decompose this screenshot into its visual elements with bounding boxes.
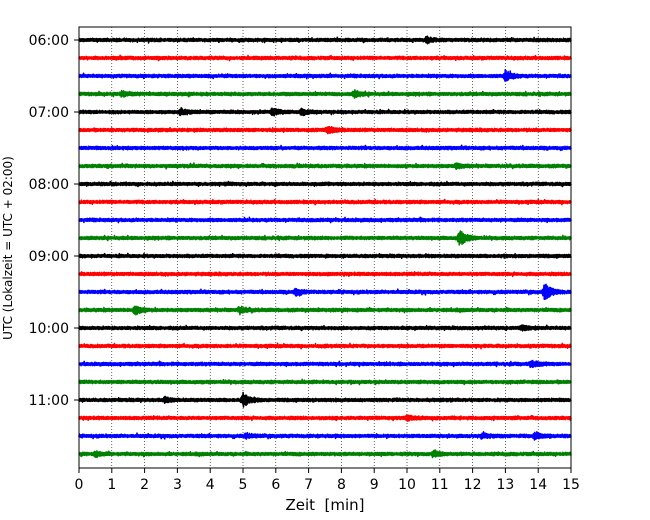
y-axis-ticks: 06:00 07:00 08:00 09:00 10:00 11:00 xyxy=(29,33,79,409)
trace-line xyxy=(78,252,572,260)
x-tick-label: 13 xyxy=(496,477,514,493)
trace-line xyxy=(78,359,572,369)
trace-line xyxy=(78,378,572,386)
x-axis-label: Zeit [min] xyxy=(285,496,364,514)
trace-series xyxy=(78,35,572,459)
trace-line xyxy=(78,391,572,408)
trace-line xyxy=(78,305,572,316)
y-tick-label: 11:00 xyxy=(29,393,69,409)
trace-line xyxy=(78,216,572,224)
trace-line xyxy=(78,230,572,246)
trace-line xyxy=(78,283,572,301)
trace-line xyxy=(78,342,572,350)
plot-frame xyxy=(78,26,572,469)
trace-line xyxy=(78,68,572,82)
trace-line xyxy=(78,430,572,441)
x-tick-label: 3 xyxy=(173,477,182,493)
y-tick-label: 10:00 xyxy=(29,321,69,337)
trace-line xyxy=(78,180,572,188)
x-tick-label: 2 xyxy=(140,477,149,493)
trace-line xyxy=(78,125,572,135)
x-tick-label: 10 xyxy=(398,477,416,493)
trace-line xyxy=(78,270,572,278)
trace-line xyxy=(78,324,572,332)
trace-line xyxy=(78,89,572,99)
x-axis-ticks: 0 1 2 3 4 5 6 7 8 9 10 11 12 13 14 15 xyxy=(75,468,580,493)
y-tick-label: 07:00 xyxy=(29,105,69,121)
x-tick-label: 15 xyxy=(562,477,580,493)
trace-line xyxy=(78,449,572,459)
x-tick-label: 8 xyxy=(337,477,346,493)
trace-line xyxy=(78,198,572,206)
x-tick-label: 1 xyxy=(107,477,116,493)
x-tick-label: 0 xyxy=(75,477,84,493)
trace-line xyxy=(78,35,572,45)
x-tick-label: 5 xyxy=(239,477,248,493)
trace-line xyxy=(78,414,572,422)
x-tick-label: 14 xyxy=(529,477,547,493)
trace-line xyxy=(78,162,572,171)
y-axis-label: UTC (Lokalzeit = UTC + 02:00) xyxy=(1,156,15,340)
x-tick-label: 4 xyxy=(206,477,215,493)
x-tick-label: 9 xyxy=(370,477,379,493)
x-tick-label: 12 xyxy=(464,477,482,493)
y-tick-label: 09:00 xyxy=(29,249,69,265)
trace-line xyxy=(78,54,572,62)
x-tick-label: 7 xyxy=(304,477,313,493)
y-tick-label: 06:00 xyxy=(29,33,69,49)
y-tick-label: 08:00 xyxy=(29,177,69,193)
x-tick-label: 11 xyxy=(431,477,449,493)
trace-line xyxy=(78,144,572,152)
trace-line xyxy=(78,107,572,117)
x-tick-label: 6 xyxy=(271,477,280,493)
